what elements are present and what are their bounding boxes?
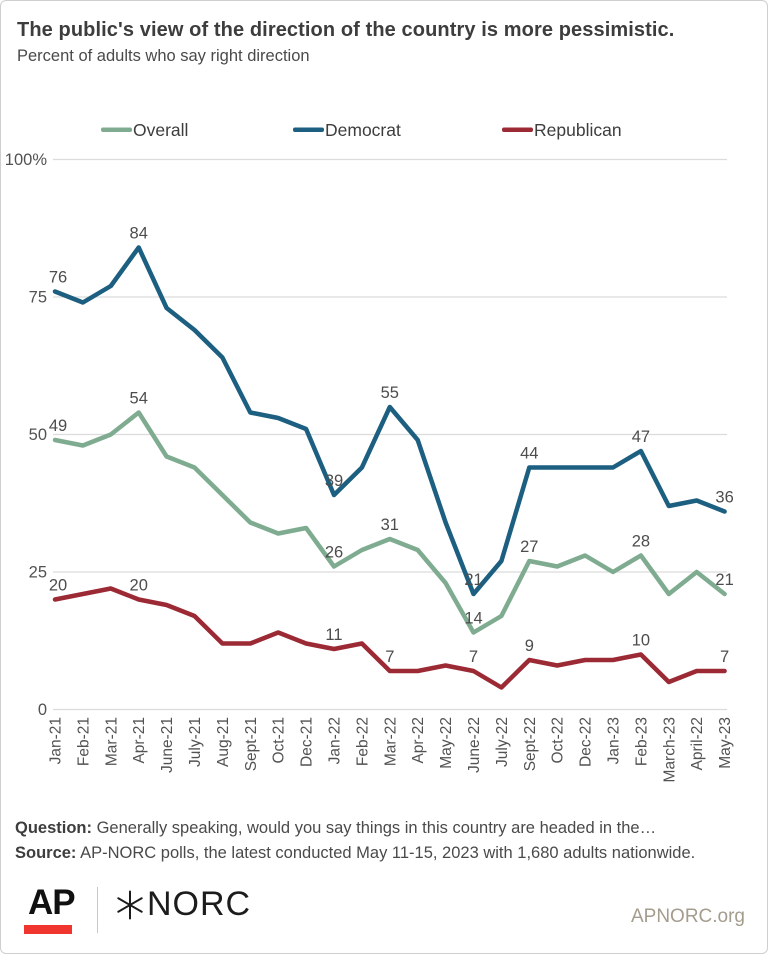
logo-divider: [97, 887, 98, 933]
x-tick-label-Dec-21: Dec-21: [299, 717, 316, 767]
source-note: Source: AP-NORC polls, the latest conduc…: [15, 844, 755, 863]
data-label-democrat-Jan-21: 76: [49, 269, 67, 287]
data-label-democrat-May-23: 36: [715, 489, 733, 507]
data-label-overall-May-23: 21: [715, 571, 733, 589]
data-label-republican-Mar-22: 7: [385, 648, 394, 666]
x-tick-label-Oct-21: Oct-21: [271, 717, 288, 764]
data-label-republican-Jan-21: 20: [49, 577, 67, 595]
data-label-overall-Jan-21: 49: [49, 417, 67, 435]
x-tick-label-May-23: May-23: [717, 717, 734, 769]
republican-line: [52, 586, 727, 690]
data-label-overall-Feb-23: 28: [632, 533, 650, 551]
x-tick-label-Aug-21: Aug-21: [215, 717, 232, 767]
norc-star-icon: [117, 890, 143, 919]
x-tick-label-Oct-22: Oct-22: [550, 717, 567, 764]
data-label-republican-May-23: 7: [720, 648, 729, 666]
x-tick-label-July-21: July-21: [187, 717, 204, 767]
y-tick-label-50: 50: [29, 426, 47, 444]
apnorc-site-text: APNORC.org: [630, 906, 745, 927]
data-label-republican-Sept-22: 9: [525, 637, 534, 655]
x-tick-label-June-22: June-22: [466, 717, 483, 773]
chart-subtitle: Percent of adults who say right directio…: [17, 47, 310, 65]
data-label-overall-Sept-22: 27: [520, 538, 538, 556]
x-tick-label-Mar-21: Mar-21: [103, 717, 120, 766]
data-label-democrat-Feb-23: 47: [632, 428, 650, 446]
data-label-republican-Jan-22: 11: [325, 626, 342, 644]
data-label-democrat-Jan-22: 39: [325, 472, 343, 490]
x-tick-label-Apr-22: Apr-22: [410, 717, 427, 764]
data-label-republican-June-22: 7: [469, 648, 478, 666]
x-tick-label-Dec-22: Dec-22: [578, 717, 595, 767]
data-label-overall-Apr-21: 54: [130, 390, 148, 408]
data-label-overall-Mar-22: 31: [381, 516, 399, 534]
question-label: Question:: [15, 819, 92, 837]
x-tick-label-Mar-22: Mar-22: [382, 717, 399, 766]
y-tick-label-25: 25: [29, 564, 47, 582]
ap-logo: AP: [24, 883, 76, 934]
legend-swatch-overall: [101, 127, 132, 132]
y-tick-label-75: 75: [29, 289, 47, 307]
x-tick-label-Sept-22: Sept-22: [522, 717, 539, 771]
ap-logo-red-bar: [24, 925, 72, 934]
x-tick-label-March-23: March-23: [661, 717, 678, 782]
x-tick-label-Sept-21: Sept-21: [243, 717, 260, 771]
data-label-republican-Apr-21: 20: [130, 577, 148, 595]
source-text: AP-NORC polls, the latest conducted May …: [76, 844, 696, 862]
ap-logo-text: AP: [28, 883, 76, 922]
y-tick-label-0: 0: [38, 701, 47, 719]
legend-label-democrat: Democrat: [325, 120, 401, 140]
x-tick-label-July-22: July-22: [494, 717, 511, 767]
source-label: Source:: [15, 844, 77, 862]
x-tick-label-April-22: April-22: [689, 717, 706, 770]
x-tick-label-Apr-21: Apr-21: [131, 717, 148, 764]
question-note: Question: Generally speaking, would you …: [15, 819, 755, 838]
direction-of-country-line-chart: Overall Democrat Republican100%7550250Jan-…: [5, 120, 734, 782]
chart-title: The public's view of the direction of th…: [17, 19, 675, 41]
data-label-overall-Jan-22: 26: [325, 544, 343, 562]
x-tick-label-Feb-21: Feb-21: [75, 717, 92, 766]
y-tick-label-100: 100%: [5, 151, 48, 169]
x-tick-label-Jan-21: Jan-21: [48, 717, 65, 764]
x-tick-label-Feb-23: Feb-23: [633, 717, 650, 766]
norc-logo: NORC: [115, 885, 251, 924]
legend-swatch-republican: [502, 127, 533, 132]
legend-swatch-democrat: [293, 127, 324, 132]
data-label-republican-Feb-23: 10: [632, 632, 650, 650]
x-tick-label-Jan-23: Jan-23: [606, 717, 623, 764]
x-tick-label-Feb-22: Feb-22: [354, 717, 371, 766]
x-tick-label-May-22: May-22: [438, 717, 455, 769]
legend-label-republican: Republican: [534, 120, 622, 140]
data-label-democrat-June-22: 21: [464, 571, 482, 589]
x-tick-label-June-21: June-21: [159, 717, 176, 773]
norc-logo-text: NORC: [147, 885, 252, 923]
overall-line: [52, 410, 727, 635]
data-label-democrat-Apr-21: 84: [130, 225, 148, 243]
data-label-overall-June-22: 14: [464, 610, 482, 628]
data-label-democrat-Sept-22: 44: [520, 445, 538, 463]
democrat-line: [52, 245, 727, 597]
legend-label-overall: Overall: [133, 120, 188, 140]
data-label-democrat-Mar-22: 55: [381, 384, 399, 402]
question-text: Generally speaking, would you say things…: [92, 819, 657, 837]
x-tick-label-Jan-22: Jan-22: [327, 717, 344, 764]
